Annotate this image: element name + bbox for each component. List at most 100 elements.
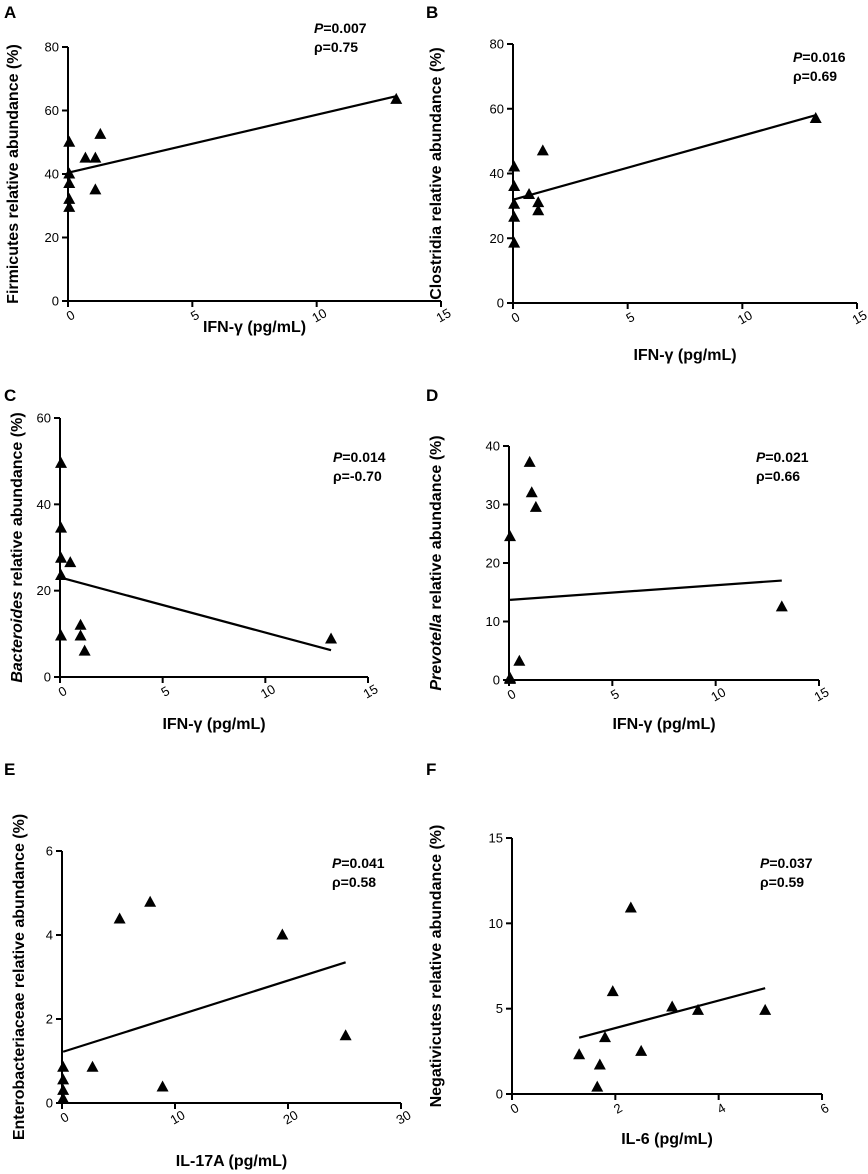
panel-f-data-point bbox=[591, 1080, 604, 1092]
panel-c-x-tick-label: 0 bbox=[56, 683, 70, 700]
panel-f-x-tick-label: 4 bbox=[714, 1100, 728, 1117]
panel-c-x-tick-label: 10 bbox=[258, 681, 278, 701]
panel-c-label: C bbox=[4, 386, 16, 405]
panel-a-rho-value: ρ=0.75 bbox=[314, 39, 358, 55]
panel-b-y-tick-label: 60 bbox=[490, 101, 504, 116]
panel-c-x-axis-label: IFN-γ (pg/mL) bbox=[162, 716, 265, 733]
panel-e-data-point bbox=[86, 1060, 99, 1072]
panel-d-x-tick-label: 10 bbox=[708, 684, 728, 704]
panel-f-p-value: P=0.037 bbox=[760, 855, 813, 871]
panel-b-label: B bbox=[426, 3, 438, 22]
panel-a-y-tick-label: 40 bbox=[45, 167, 59, 182]
panel-c-y-tick-label: 40 bbox=[37, 497, 51, 512]
panel-f-data-point bbox=[635, 1044, 648, 1056]
panel-d: D 0 5 10 15 0 10 20 30 40 IFN-γ (pg/mL) Prevotella … bbox=[426, 386, 832, 733]
panel-f-x-tick-label: 2 bbox=[611, 1100, 625, 1117]
panel-d-data-point bbox=[513, 654, 526, 666]
panel-c-data-point bbox=[74, 618, 87, 630]
panel-b-p-value: P=0.016 bbox=[793, 49, 846, 65]
panel-c-y-tick-label: 60 bbox=[37, 411, 51, 426]
panel-b-data-point bbox=[508, 179, 521, 191]
panel-b-x-tick-label: 5 bbox=[623, 309, 637, 326]
panel-b-data-point bbox=[508, 236, 521, 248]
panel-d-data-point bbox=[529, 500, 542, 512]
panel-b-data-point bbox=[532, 204, 545, 216]
panel-c-y-tick-label: 20 bbox=[37, 583, 51, 598]
panel-a-data-point bbox=[79, 151, 92, 163]
panel-b: B 0 5 10 15 0 20 40 60 80 IFN-γ (pg/mL) Clostridia … bbox=[426, 3, 868, 364]
panel-b-data-point bbox=[508, 197, 521, 209]
panel-c-p-value: P=0.014 bbox=[333, 449, 386, 465]
panel-a-data-point bbox=[390, 92, 403, 104]
panel-b-data-point bbox=[809, 111, 822, 123]
panel-b-data-point bbox=[508, 210, 521, 222]
panel-b-data-point bbox=[508, 160, 521, 172]
panel-f-data-point bbox=[593, 1058, 606, 1070]
panel-b-x-tick-label: 10 bbox=[735, 307, 755, 327]
panel-d-data-point bbox=[775, 600, 788, 612]
panel-e-y-tick-label: 2 bbox=[46, 1012, 53, 1027]
panel-b-fit-line bbox=[513, 114, 817, 201]
panel-e-x-axis-label: IL-17A (pg/mL) bbox=[176, 1153, 287, 1170]
panel-c-x-tick-label: 15 bbox=[361, 681, 381, 701]
panel-a-data-point bbox=[63, 177, 76, 189]
panel-e-data-point bbox=[144, 895, 157, 907]
panel-d-data-point bbox=[504, 530, 517, 542]
panel-e-data-point bbox=[339, 1029, 352, 1041]
panel-d-y-axis-label: Prevotella relative abundance (%) bbox=[428, 435, 445, 690]
panel-c-data-point bbox=[55, 629, 68, 641]
panel-e-data-point bbox=[276, 928, 289, 940]
panel-a-y-tick-label: 0 bbox=[52, 294, 59, 309]
panel-c-fit-line bbox=[60, 576, 332, 652]
panel-d-y-tick-label: 20 bbox=[486, 556, 500, 571]
panel-c-y-tick-label: 0 bbox=[44, 670, 51, 685]
panel-f-data-point bbox=[666, 1000, 679, 1012]
panel-a-y-tick-label: 20 bbox=[45, 230, 59, 245]
panel-f-data-point bbox=[599, 1031, 611, 1043]
panel-a-data-point bbox=[63, 192, 76, 204]
panel-b-x-axis-label: IFN-γ (pg/mL) bbox=[633, 347, 736, 364]
panel-c-x-tick-label: 5 bbox=[158, 683, 172, 700]
panel-b-y-tick-label: 80 bbox=[490, 37, 504, 52]
panel-b-rho-value: ρ=0.69 bbox=[793, 68, 837, 84]
panel-b-x-tick-label: 0 bbox=[509, 309, 523, 326]
panel-a-data-point bbox=[63, 200, 76, 212]
panel-a-x-tick-label: 15 bbox=[434, 305, 454, 325]
panel-a-data-point bbox=[63, 167, 76, 179]
panel-d-x-tick-label: 15 bbox=[812, 684, 832, 704]
panel-c-data-point bbox=[325, 632, 338, 644]
panel-a-y-axis-label: Firmicutes relative abundance (%) bbox=[5, 44, 22, 304]
panel-f-data-point bbox=[692, 1003, 704, 1015]
panel-c-y-axis-label: Bacteroides relative abundance (%) bbox=[9, 412, 26, 682]
panel-b-y-tick-label: 20 bbox=[490, 231, 504, 246]
panel-e-p-value: P=0.041 bbox=[332, 855, 385, 871]
panel-a-data-point bbox=[89, 151, 102, 163]
panel-c-data-point bbox=[64, 556, 77, 568]
panel-a-y-tick-label: 60 bbox=[45, 103, 59, 118]
panel-d-data-point bbox=[523, 455, 536, 467]
panel-c-data-point bbox=[55, 521, 68, 533]
panel-c-data-point bbox=[55, 551, 68, 563]
panel-b-x-tick-label: 15 bbox=[850, 307, 868, 327]
panel-e-data-point bbox=[113, 912, 126, 924]
panel-f-x-tick-label: 6 bbox=[818, 1100, 832, 1117]
panel-e-y-axis-label: Enterobacteriaceae relative abundance (%… bbox=[11, 814, 28, 1140]
panel-b-data-point bbox=[536, 144, 549, 156]
panel-f-y-tick-label: 15 bbox=[489, 831, 503, 846]
panel-d-data-point bbox=[504, 672, 517, 684]
panel-a-fit-line bbox=[68, 95, 397, 174]
panel-d-y-tick-label: 0 bbox=[493, 673, 500, 688]
panel-e-data-point bbox=[57, 1083, 70, 1095]
panel-a-data-point bbox=[63, 135, 76, 147]
panel-d-y-tick-label: 40 bbox=[486, 439, 500, 454]
panel-e-x-tick-label: 30 bbox=[394, 1107, 414, 1127]
panel-a-x-tick-label: 0 bbox=[64, 307, 78, 324]
panel-b-y-tick-label: 40 bbox=[490, 166, 504, 181]
panel-c-data-point bbox=[55, 569, 68, 581]
panel-e-x-tick-label: 0 bbox=[58, 1109, 72, 1126]
panel-e: E 0 10 20 30 0 2 4 6 IL-17A (pg/mL) Enterobacteria… bbox=[4, 760, 414, 1170]
panel-a-x-tick-label: 10 bbox=[309, 305, 329, 325]
panel-b-y-axis-label: Clostridia relative abundance (%) bbox=[428, 47, 445, 300]
panel-e-data-point bbox=[57, 1092, 70, 1104]
panel-f-data-point bbox=[624, 901, 637, 913]
